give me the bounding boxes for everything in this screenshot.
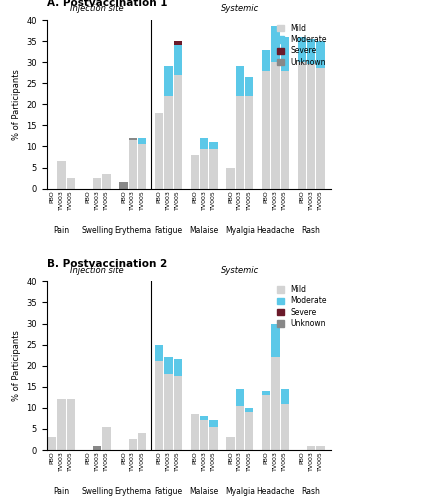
Bar: [120, 182, 128, 188]
Bar: [209, 142, 218, 148]
Bar: [129, 140, 137, 188]
Text: Fatigue: Fatigue: [154, 487, 183, 496]
Bar: [103, 174, 111, 188]
Bar: [174, 360, 182, 376]
Bar: [271, 62, 279, 188]
Text: Myalgia: Myalgia: [225, 487, 255, 496]
Bar: [271, 324, 279, 358]
Bar: [298, 62, 306, 188]
Bar: [165, 358, 173, 374]
Bar: [262, 70, 270, 188]
Legend: Mild, Moderate, Severe, Unknown: Mild, Moderate, Severe, Unknown: [276, 24, 327, 66]
Bar: [209, 148, 218, 188]
Bar: [165, 66, 173, 96]
Bar: [236, 406, 244, 450]
Bar: [93, 178, 101, 188]
Bar: [236, 66, 244, 96]
Bar: [165, 374, 173, 450]
Bar: [138, 144, 146, 188]
Bar: [236, 389, 244, 406]
Text: Rash: Rash: [302, 226, 321, 234]
Bar: [262, 50, 270, 70]
Bar: [58, 400, 66, 450]
Bar: [271, 358, 279, 450]
Text: Headache: Headache: [256, 226, 295, 234]
Legend: Mild, Moderate, Severe, Unknown: Mild, Moderate, Severe, Unknown: [276, 285, 327, 328]
Bar: [200, 420, 208, 450]
Text: Myalgia: Myalgia: [225, 226, 255, 234]
Bar: [138, 138, 146, 144]
Text: Injection site: Injection site: [70, 266, 124, 274]
Text: Pain: Pain: [53, 226, 70, 234]
Text: Malaise: Malaise: [190, 226, 219, 234]
Text: Erythema: Erythema: [114, 226, 151, 234]
Text: Erythema: Erythema: [114, 487, 151, 496]
Bar: [281, 389, 289, 404]
Bar: [307, 39, 315, 64]
Bar: [226, 438, 234, 450]
Bar: [209, 427, 218, 450]
Bar: [281, 404, 289, 450]
Bar: [307, 64, 315, 188]
Text: A. Postvaccination 1: A. Postvaccination 1: [47, 0, 167, 8]
Bar: [245, 96, 253, 188]
Bar: [281, 37, 289, 70]
Bar: [67, 400, 75, 450]
Bar: [138, 433, 146, 450]
Text: Pain: Pain: [53, 487, 70, 496]
Bar: [245, 412, 253, 450]
Y-axis label: % of Participants: % of Participants: [12, 330, 21, 401]
Text: Swelling: Swelling: [81, 226, 113, 234]
Bar: [316, 41, 324, 68]
Bar: [174, 41, 182, 46]
Bar: [155, 344, 163, 362]
Bar: [298, 37, 306, 62]
Bar: [155, 362, 163, 450]
Bar: [129, 440, 137, 450]
Bar: [48, 438, 56, 450]
Bar: [307, 446, 315, 450]
Bar: [174, 46, 182, 75]
Bar: [316, 446, 324, 450]
Bar: [93, 446, 101, 450]
Bar: [174, 376, 182, 450]
Text: Fatigue: Fatigue: [154, 226, 183, 234]
Bar: [155, 112, 163, 188]
Bar: [191, 414, 199, 450]
Bar: [200, 138, 208, 148]
Text: Malaise: Malaise: [190, 487, 219, 496]
Bar: [226, 168, 234, 188]
Bar: [245, 408, 253, 412]
Bar: [262, 391, 270, 395]
Bar: [200, 148, 208, 188]
Bar: [271, 26, 279, 62]
Bar: [209, 420, 218, 427]
Bar: [281, 70, 289, 188]
Bar: [236, 96, 244, 188]
Bar: [262, 395, 270, 450]
Bar: [316, 68, 324, 188]
Bar: [67, 178, 75, 188]
Bar: [191, 155, 199, 188]
Bar: [200, 416, 208, 420]
Bar: [58, 161, 66, 188]
Y-axis label: % of Participants: % of Participants: [12, 69, 21, 140]
Text: Swelling: Swelling: [81, 487, 113, 496]
Bar: [129, 138, 137, 140]
Text: Injection site: Injection site: [70, 4, 124, 14]
Bar: [103, 427, 111, 450]
Text: Systemic: Systemic: [221, 266, 259, 274]
Bar: [165, 96, 173, 188]
Text: Rash: Rash: [302, 487, 321, 496]
Text: Systemic: Systemic: [221, 4, 259, 14]
Text: Headache: Headache: [256, 487, 295, 496]
Bar: [174, 75, 182, 188]
Bar: [245, 77, 253, 96]
Text: B. Postvaccination 2: B. Postvaccination 2: [47, 260, 167, 270]
